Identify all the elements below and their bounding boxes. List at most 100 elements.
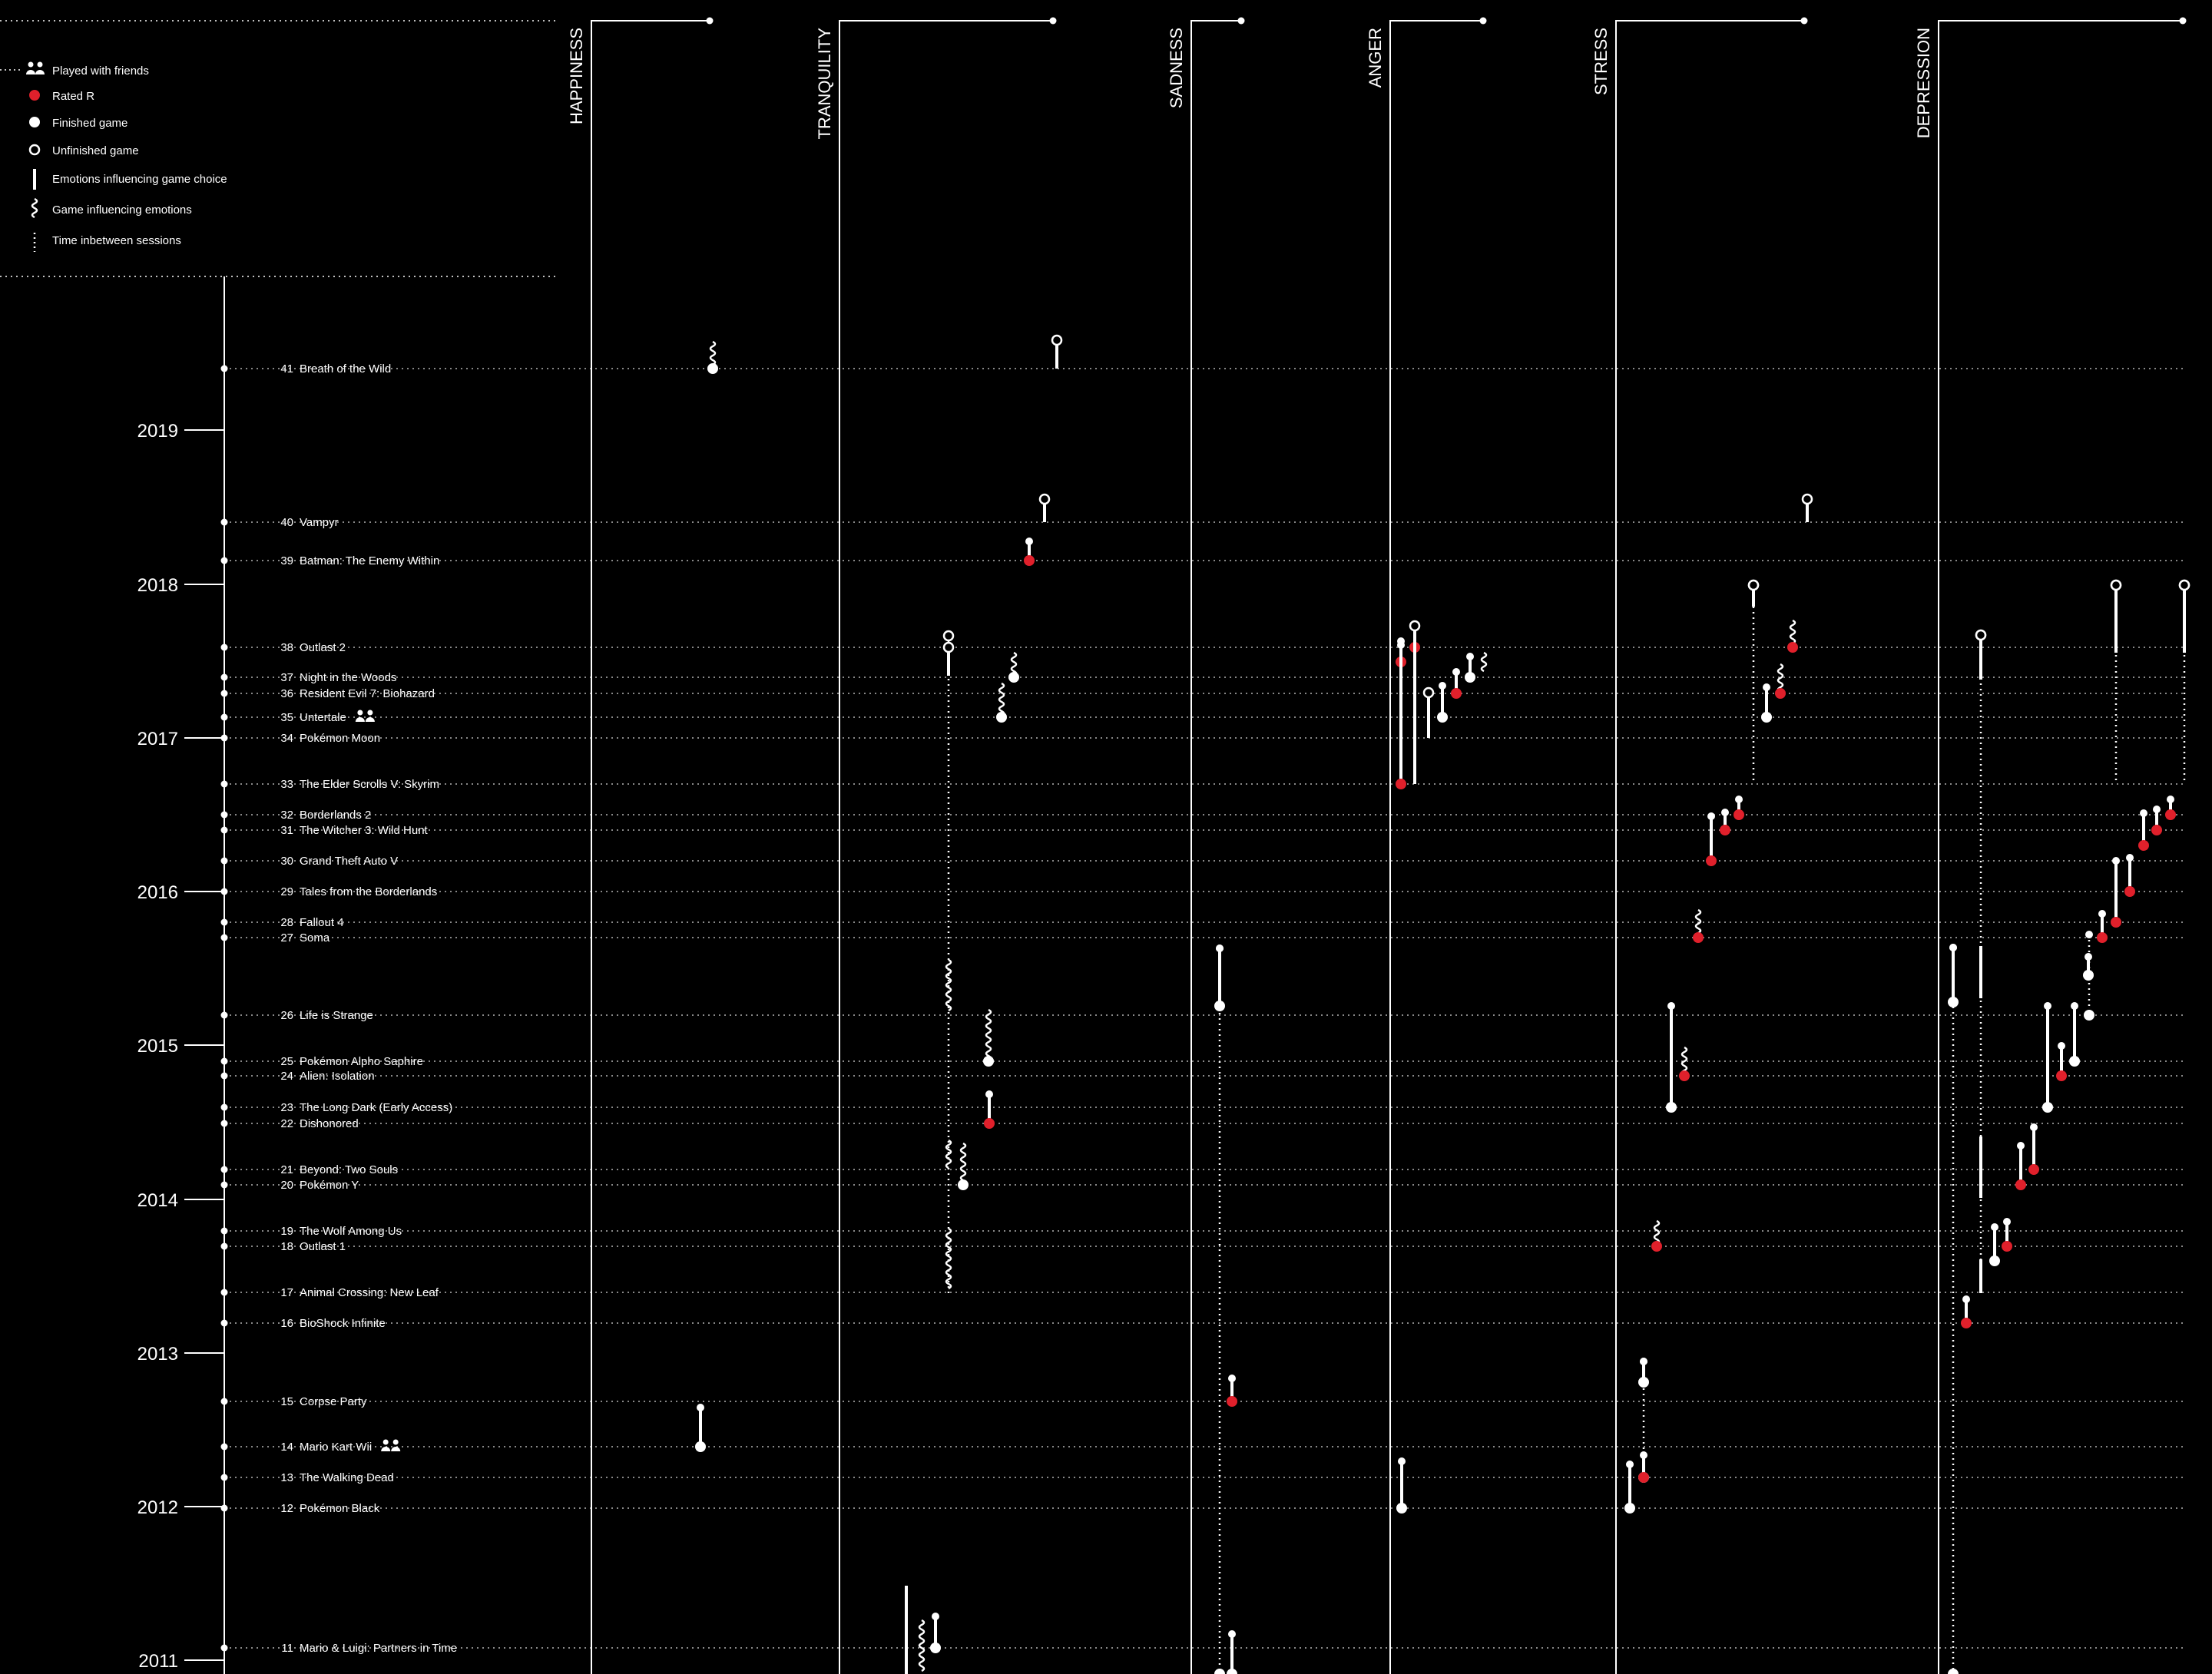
stem-top-dot — [1962, 1295, 1970, 1303]
game-number: 17 — [280, 1286, 293, 1299]
row-axis-dot — [220, 713, 228, 721]
year-label: 2012 — [137, 1497, 178, 1518]
stem-top-dot — [1452, 668, 1460, 676]
game-number: 18 — [280, 1240, 293, 1253]
game-row: 20 Pokémon Y — [220, 1179, 2183, 1192]
finished-dot — [996, 712, 1007, 723]
rated-r-dot — [2124, 886, 2135, 897]
row-axis-dot — [220, 1504, 228, 1512]
stem-top-dot — [2098, 910, 2106, 918]
unfinished-ring — [1801, 493, 1813, 505]
game-title: The Long Dark (Early Access) — [300, 1101, 452, 1114]
unfinished-ring — [1051, 334, 1063, 346]
emotion-marker — [1666, 1002, 1677, 1113]
game-row: 22 Dishonored — [220, 1117, 2183, 1130]
emotion-label-tranquility: TRANQUILITY — [815, 28, 834, 140]
emotion-marker — [1989, 1223, 2000, 1266]
rated-r-dot — [1651, 1241, 1662, 1252]
rated-r-dot — [1638, 1472, 1649, 1483]
game-number: 37 — [280, 671, 293, 684]
finished-dot — [1214, 1001, 1225, 1011]
rated-r-dot — [1451, 688, 1462, 699]
emotion-column-happiness: HAPPINESS — [567, 17, 714, 1674]
row-axis-dot — [220, 857, 228, 865]
game-row: 37 Night in the Woods — [220, 671, 2183, 684]
game-row: 29 Tales from the Borderlands — [220, 885, 2183, 898]
stem-top-dot — [2153, 806, 2161, 813]
rated-r-dot — [984, 1118, 995, 1129]
year-label: 2017 — [137, 729, 178, 749]
emotion-marker — [2111, 857, 2121, 928]
finished-dot-icon — [29, 117, 40, 127]
game-rows: 41 Breath of the Wild 40 Vampyr 39 Batman: Th… — [220, 362, 2183, 1655]
game-title: Tales from the Borderlands — [300, 885, 437, 898]
game-number: 29 — [280, 885, 293, 898]
game-title: Mario & Luigi: Partners in Time — [300, 1642, 457, 1655]
game-title: Outlast 2 — [300, 641, 346, 654]
stem-top-dot — [1398, 1457, 1406, 1465]
emotion-marker — [1624, 1461, 1635, 1514]
game-number: 25 — [280, 1055, 293, 1068]
game-title: Vampyr — [300, 516, 339, 529]
stem-top-dot — [1439, 682, 1446, 690]
row-axis-dot — [220, 811, 228, 819]
legend-item-rated-r: Rated R — [29, 90, 94, 103]
game-title: Life is Strange — [300, 1009, 373, 1022]
emotion-marker — [2002, 1218, 2012, 1252]
year-label: 2011 — [138, 1651, 178, 1672]
finished-dot — [1214, 1669, 1225, 1674]
game-number: 24 — [280, 1070, 293, 1083]
column-end-dot — [1800, 17, 1808, 25]
unfinished-ring — [1422, 686, 1435, 699]
game-number: 22 — [280, 1117, 293, 1130]
stem-top-dot — [697, 1404, 704, 1411]
emotion-marker — [1227, 1375, 1237, 1407]
game-title: Breath of the Wild — [300, 362, 391, 375]
game-title: Alien: Isolation — [300, 1070, 375, 1083]
emotion-marker — [996, 682, 1007, 723]
game-row: 16 BioShock Infinite — [220, 1317, 2183, 1330]
row-axis-dot — [220, 673, 228, 681]
game-title: Pokémon Alpho Saphire — [300, 1055, 423, 1068]
game-number: 12 — [280, 1502, 293, 1515]
game-number: 27 — [280, 931, 293, 945]
finished-dot — [1227, 1669, 1237, 1674]
finished-dot — [1624, 1503, 1635, 1514]
rated-r-dot — [1227, 1396, 1237, 1407]
finished-dot — [2042, 1102, 2053, 1113]
stem-top-dot — [2085, 953, 2092, 961]
emotion-marker — [1422, 686, 1435, 738]
finished-dot — [958, 1179, 969, 1190]
game-title: Untertale — [300, 711, 346, 724]
rated-r-dot — [2015, 1179, 2026, 1190]
game-row: 25 Pokémon Alpho Saphire — [220, 1055, 2183, 1068]
emotion-marker — [1693, 908, 1704, 943]
stem-top-dot — [2030, 1123, 2038, 1131]
legend-item-finished: Finished game — [29, 117, 127, 130]
stem-top-dot — [1707, 812, 1715, 820]
row-axis-dot — [220, 1242, 228, 1250]
emotion-marker — [918, 1619, 926, 1672]
game-title: BioShock Infinite — [300, 1317, 386, 1330]
game-title: Pokémon Black — [300, 1502, 380, 1515]
game-number: 26 — [280, 1009, 293, 1022]
legend-label-friends: Played with friends — [52, 65, 149, 78]
game-title: Night in the Woods — [300, 671, 396, 684]
row-axis-dot — [220, 1011, 228, 1019]
rated-r-dot — [2165, 809, 2176, 820]
rated-r-dot — [2151, 825, 2162, 835]
finished-dot — [1638, 1377, 1649, 1388]
emotion-marker — [2110, 579, 2122, 653]
emotion-columns: HAPPINESS TRANQUILITY SADNESS ANGER STRE… — [567, 17, 2187, 1674]
squiggle-stem — [918, 1619, 926, 1672]
game-row: 30 Grand Theft Auto V — [220, 855, 2183, 868]
stem-top-dot — [1397, 641, 1405, 649]
stem-top-dot — [1667, 1002, 1675, 1010]
rated-r-dot — [1775, 688, 1786, 699]
rated-r-dot — [2097, 932, 2108, 943]
emotion-marker — [1651, 1219, 1662, 1252]
game-row: 38 Outlast 2 — [220, 641, 2183, 654]
game-number: 33 — [280, 778, 293, 791]
game-number: 34 — [280, 732, 293, 745]
